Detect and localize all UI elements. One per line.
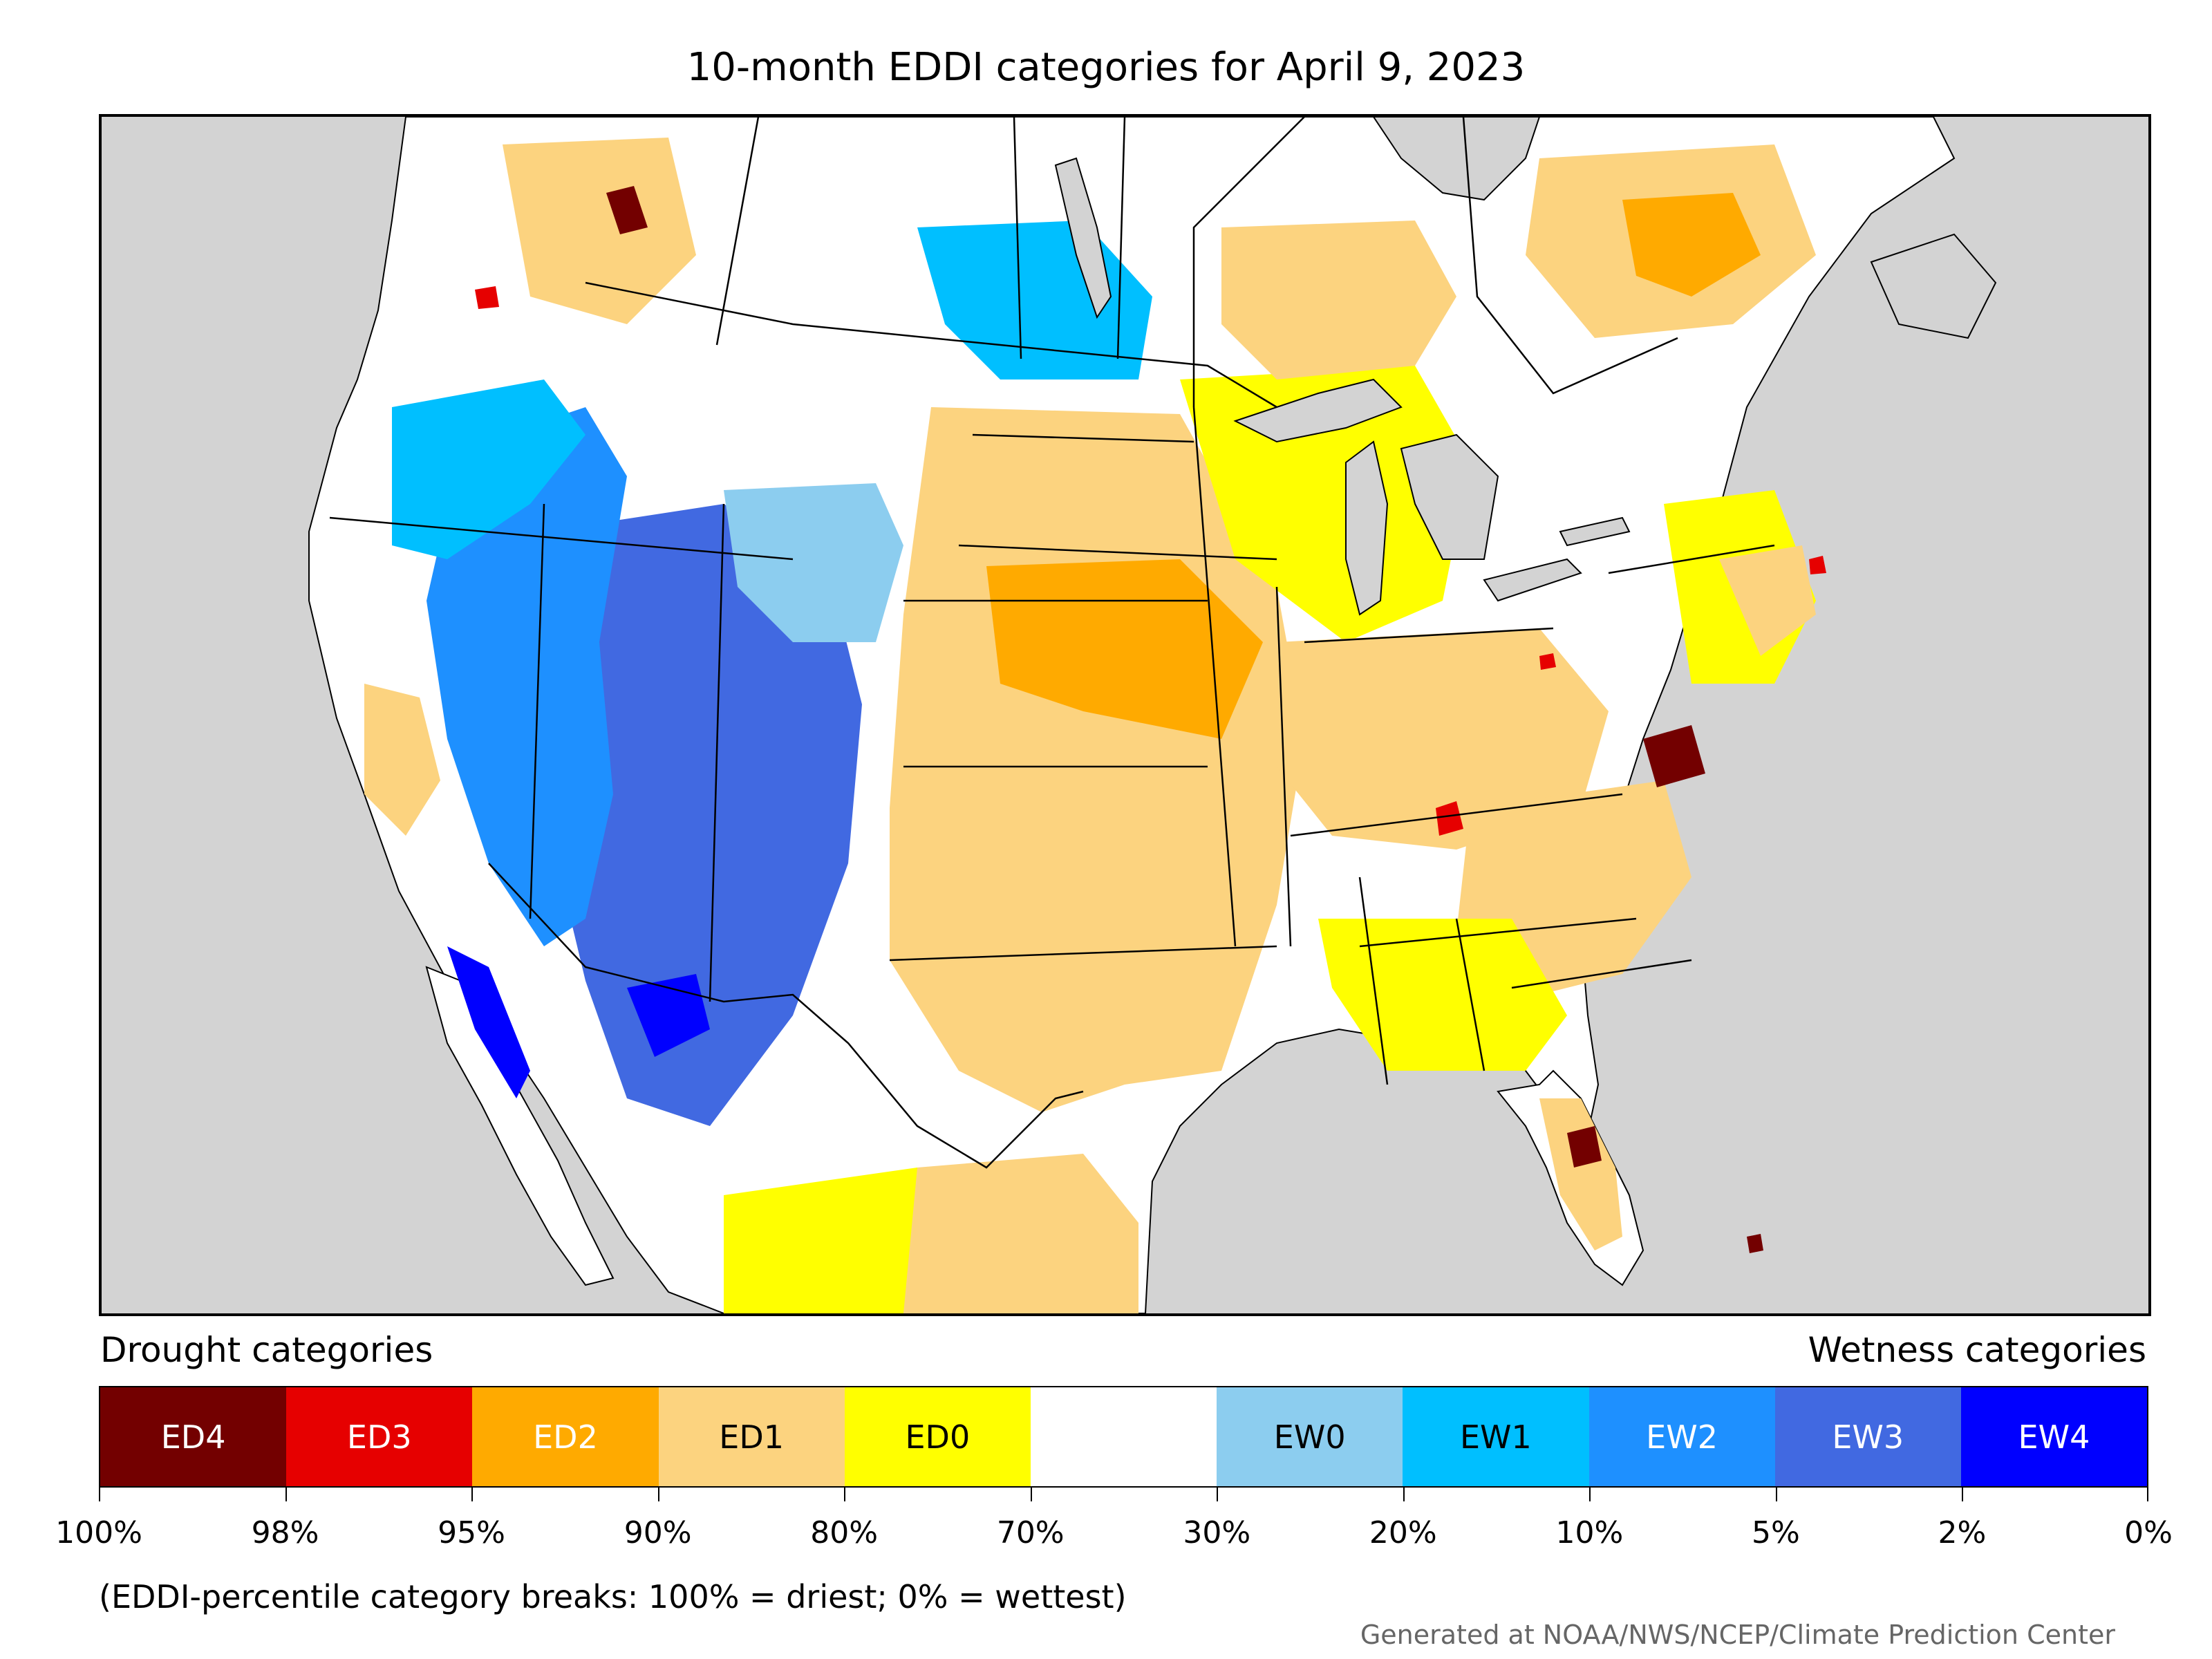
region-ew2-great-basin	[427, 407, 627, 946]
legend-swatch-ew0: EW0	[1217, 1387, 1403, 1486]
legend-swatch-ed2: ED2	[472, 1387, 659, 1486]
region-ed0-mexico	[724, 1168, 917, 1313]
wetness-categories-heading: Wetness categories	[1808, 1330, 2146, 1370]
colorbar-tick	[1030, 1488, 1032, 1501]
colorbar-tick	[285, 1488, 287, 1501]
legend-swatch-ed0: ED0	[844, 1387, 1031, 1486]
colorbar-tick	[471, 1488, 474, 1501]
region-ew4-baja	[447, 946, 530, 1098]
colorbar-tick	[2147, 1488, 2148, 1501]
region-ed4-bc	[606, 186, 648, 234]
colorbar-break-label: 10%	[1555, 1515, 1624, 1550]
legend-swatch-ed3: ED3	[286, 1387, 473, 1486]
colorbar-tick	[1403, 1488, 1405, 1501]
colorbar-tick	[844, 1488, 846, 1501]
region-ed3-rhode-island	[1809, 556, 1826, 574]
region-ed1-bc	[503, 138, 696, 324]
legend-swatch-ew1: EW1	[1403, 1387, 1589, 1486]
region-ed1-ontario	[1221, 221, 1456, 379]
region-ed4-florida	[1567, 1126, 1602, 1168]
lake-winnipeg	[1054, 157, 1112, 319]
colorbar-tick	[1589, 1488, 1591, 1501]
colorbar-break-label: 20%	[1369, 1515, 1437, 1550]
region-ed2-quebec	[1622, 193, 1761, 297]
colorbar-break-label: 90%	[624, 1515, 692, 1550]
colorbar-break-label: 30%	[1183, 1515, 1251, 1550]
colorbar-tick	[657, 1488, 659, 1501]
colorbar-break-label: 98%	[251, 1515, 319, 1550]
region-ed3-kentucky	[1436, 801, 1463, 836]
credit-line: Generated at NOAA/NWS/NCEP/Climate Predi…	[1360, 1620, 2115, 1650]
great-lakes	[1233, 378, 1631, 616]
legend-swatch-ew4: EW4	[1960, 1387, 2148, 1486]
region-ew1-northwest	[392, 379, 585, 559]
legend-swatch-ed1: ED1	[658, 1387, 845, 1486]
legend-swatch-normal	[1030, 1387, 1217, 1486]
colorbar-break-label: 70%	[996, 1515, 1065, 1550]
colorbar-tick	[1217, 1488, 1219, 1501]
colorbar-ticks	[99, 1488, 2148, 1504]
colorbar-tick	[99, 1488, 100, 1501]
colorbar-break-label: 80%	[810, 1515, 879, 1550]
political-borders	[329, 117, 1775, 1169]
region-ed3-washington	[475, 286, 499, 309]
colorbar-break-label: 100%	[55, 1515, 142, 1550]
region-ed1-northeast	[1719, 545, 1816, 656]
colorbar-break-label: 0%	[2124, 1515, 2173, 1550]
legend-swatch-ed4: ED4	[100, 1387, 287, 1486]
hudson-bay	[1372, 117, 1541, 201]
region-ew0-wyoming	[724, 483, 903, 642]
drought-categories-heading: Drought categories	[100, 1330, 433, 1370]
gulf-of-st-lawrence	[1870, 233, 1997, 339]
legend-swatch-ew3: EW3	[1774, 1387, 1961, 1486]
colorbar-break-label: 2%	[1938, 1515, 1987, 1550]
region-ed1-ohio-valley	[1277, 628, 1609, 850]
region-ed1-florida	[1539, 1098, 1622, 1250]
map-title: 10-month EDDI categories for April 9, 20…	[686, 45, 1526, 90]
region-ed3-ohio	[1539, 653, 1556, 670]
category-breaks-note: (EDDI-percentile category breaks: 100% =…	[99, 1578, 1127, 1615]
category-colorbar: ED4 ED3 ED2 ED1 ED0 EW0 EW1 EW2 EW3 EW4	[99, 1386, 2148, 1488]
colorbar-break-label: 95%	[438, 1515, 505, 1550]
region-ed2-nebraska	[986, 559, 1263, 739]
legend-swatch-ew2: EW2	[1588, 1387, 1775, 1486]
region-ed0-midwest	[1180, 366, 1470, 642]
colorbar-break-label: 5%	[1752, 1515, 1800, 1550]
region-ed4-bahamas	[1747, 1234, 1763, 1253]
region-ew4-arizona	[627, 974, 710, 1057]
colorbar-tick	[1775, 1488, 1777, 1501]
eddi-map	[99, 114, 2151, 1316]
colorbar-tick	[1962, 1488, 1964, 1501]
region-ed4-virginia	[1643, 725, 1705, 787]
region-ed1-california	[364, 684, 440, 836]
